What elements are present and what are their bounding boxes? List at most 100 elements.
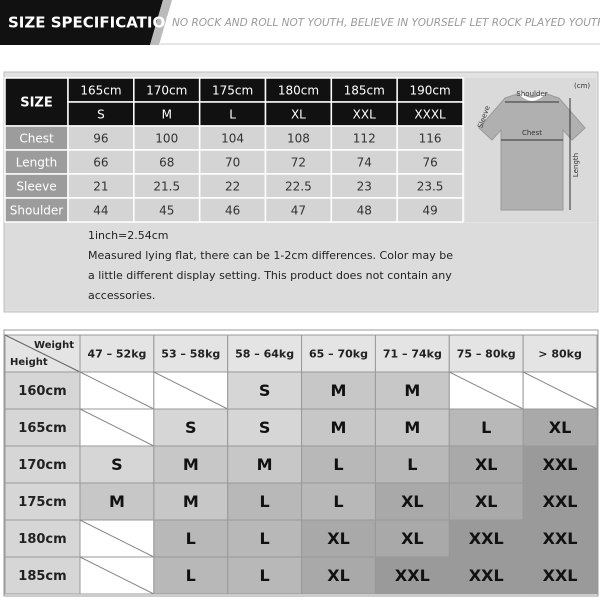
measure-value: 96 bbox=[93, 132, 108, 146]
note-line: 1inch=2.54cm bbox=[88, 229, 169, 242]
height-label: 175cm bbox=[18, 495, 66, 510]
measure-value: 66 bbox=[93, 156, 108, 170]
measure-label: Chest bbox=[19, 132, 54, 146]
corner-diagonal bbox=[4, 334, 81, 373]
height-cell bbox=[4, 519, 81, 558]
diagram-label: Shoulder bbox=[516, 90, 547, 98]
height-label: 165cm bbox=[18, 421, 66, 436]
empty-diagonal bbox=[449, 371, 524, 410]
size-corner: SIZE bbox=[20, 96, 53, 111]
fit-size: XXL bbox=[543, 529, 578, 548]
measure-value-cell bbox=[198, 149, 267, 175]
banner-stripe bbox=[150, 0, 172, 45]
measure-label-cell bbox=[4, 125, 69, 151]
measure-value: 74 bbox=[357, 156, 372, 170]
slogan: NO ROCK AND ROLL NOT YOUTH, BELIEVE IN Y… bbox=[172, 17, 600, 29]
measure-value: 45 bbox=[159, 204, 174, 218]
fit-cell bbox=[301, 482, 376, 521]
fit-size: XL bbox=[401, 492, 424, 511]
measure-value: 108 bbox=[287, 132, 310, 146]
height-header: 180cm bbox=[278, 84, 319, 98]
fit-cell bbox=[301, 519, 376, 558]
empty-diagonal bbox=[522, 371, 598, 410]
fit-size: S bbox=[259, 381, 271, 400]
measure-value-cell bbox=[396, 173, 464, 199]
fit-cell bbox=[301, 445, 376, 484]
measure-value-cell bbox=[264, 173, 333, 199]
height-cell bbox=[4, 556, 81, 595]
measure-value-cell bbox=[330, 125, 398, 151]
diagram-unit: (cm) bbox=[574, 82, 590, 90]
size-header: L bbox=[229, 108, 236, 122]
fit-size: XXL bbox=[543, 566, 578, 585]
measure-value-cell bbox=[264, 197, 333, 223]
title-banner bbox=[0, 0, 163, 45]
empty-diagonal bbox=[79, 556, 155, 595]
weight-header-cell bbox=[374, 334, 450, 373]
height-header-cell bbox=[330, 77, 398, 103]
fit-size: M bbox=[109, 492, 125, 511]
fit-cell bbox=[301, 556, 376, 595]
size-header: S bbox=[97, 108, 105, 122]
fit-size: M bbox=[331, 381, 347, 400]
height-cell bbox=[4, 371, 81, 410]
height-label: Height bbox=[10, 357, 48, 368]
fit-cell bbox=[227, 371, 303, 410]
collar bbox=[518, 91, 546, 101]
note-line: accessories. bbox=[88, 289, 155, 302]
fit-cell bbox=[301, 371, 376, 410]
measure-value: 23 bbox=[357, 180, 372, 194]
weight-header: > 80kg bbox=[538, 348, 582, 361]
fit-cell bbox=[522, 519, 598, 558]
measure-value: 76 bbox=[422, 156, 437, 170]
weight-label: Weight bbox=[34, 340, 74, 351]
measure-value: 23.5 bbox=[417, 180, 444, 194]
fit-cell bbox=[522, 556, 598, 595]
fit-size: L bbox=[260, 566, 270, 585]
fit-cell bbox=[227, 445, 303, 484]
measure-label-cell bbox=[4, 173, 69, 199]
weight-header: 71 – 74kg bbox=[383, 348, 442, 361]
measure-value-cell bbox=[133, 125, 201, 151]
fit-cell bbox=[448, 519, 524, 558]
measure-value-cell bbox=[198, 197, 267, 223]
fit-cell bbox=[153, 556, 229, 595]
empty-diagonal bbox=[79, 408, 155, 447]
measure-value-cell bbox=[330, 197, 398, 223]
size-header: M bbox=[162, 108, 172, 122]
measure-value: 100 bbox=[155, 132, 178, 146]
height-label: 170cm bbox=[18, 458, 66, 473]
note-line: Measured lying flat, there can be 1-2cm … bbox=[88, 249, 453, 262]
weight-header-cell bbox=[227, 334, 303, 373]
note-line: a little different display setting. This… bbox=[88, 269, 452, 282]
fit-size: M bbox=[183, 455, 199, 474]
fit-size: M bbox=[257, 455, 273, 474]
empty-diagonal bbox=[79, 519, 155, 558]
fit-size: L bbox=[333, 455, 343, 474]
size-header: XL bbox=[291, 108, 306, 122]
fit-cell bbox=[448, 556, 524, 595]
fit-size: XXL bbox=[395, 566, 430, 585]
fit-cell bbox=[79, 482, 155, 521]
fit-size: M bbox=[183, 492, 199, 511]
measure-value-cell bbox=[396, 197, 464, 223]
fit-size: M bbox=[331, 418, 347, 437]
measure-value-cell bbox=[67, 197, 135, 223]
title: SIZE SPECIFICATION bbox=[8, 14, 178, 32]
height-header: 190cm bbox=[409, 84, 450, 98]
measure-value: 49 bbox=[422, 204, 437, 218]
fit-size: XL bbox=[327, 566, 350, 585]
weight-header: 58 – 64kg bbox=[235, 348, 294, 361]
empty-diagonal bbox=[79, 371, 155, 410]
fit-size: L bbox=[481, 418, 491, 437]
height-header-cell bbox=[264, 77, 333, 103]
fit-size: L bbox=[333, 492, 343, 511]
measure-value-cell bbox=[67, 149, 135, 175]
fit-size: XXL bbox=[543, 455, 578, 474]
fit-size: L bbox=[260, 529, 270, 548]
height-label: 185cm bbox=[18, 569, 66, 584]
height-header: 170cm bbox=[146, 84, 187, 98]
weight-header-cell bbox=[153, 334, 229, 373]
fit-cell bbox=[448, 445, 524, 484]
